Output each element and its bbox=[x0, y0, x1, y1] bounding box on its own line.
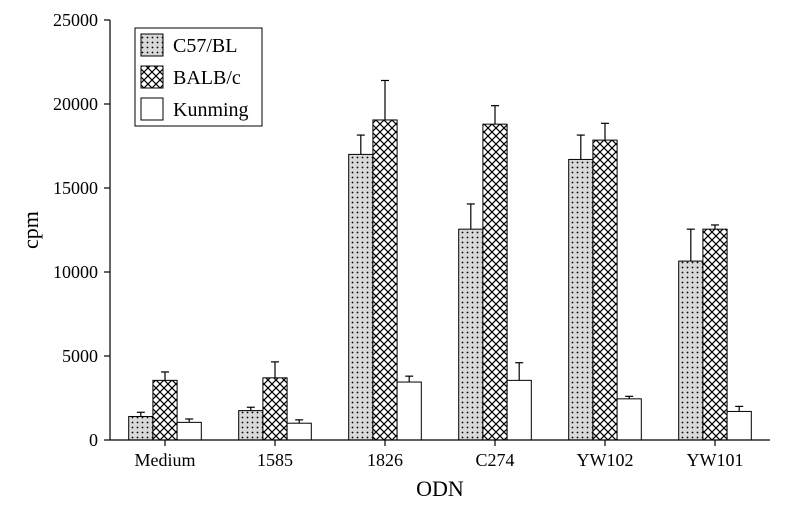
bar bbox=[129, 416, 153, 440]
legend-label: Kunming bbox=[173, 99, 249, 121]
y-tick-label: 20000 bbox=[53, 94, 98, 114]
bar bbox=[483, 124, 507, 440]
chart-container: 0 5000 10000 15000 20000 25000 Medium 1585 1826 C… bbox=[0, 0, 800, 509]
bar bbox=[507, 380, 531, 440]
x-tick-label: YW101 bbox=[687, 450, 744, 470]
y-axis-label: cpm bbox=[18, 211, 43, 249]
bar bbox=[703, 229, 727, 440]
bar bbox=[727, 411, 751, 440]
bar bbox=[459, 229, 483, 440]
legend-label: BALB/c bbox=[173, 67, 241, 89]
x-tick-label: 1585 bbox=[257, 450, 293, 470]
bar bbox=[679, 261, 703, 440]
bar bbox=[569, 159, 593, 440]
legend-swatch bbox=[141, 98, 163, 120]
x-tick-label: 1826 bbox=[367, 450, 403, 470]
bar bbox=[287, 423, 311, 440]
bar bbox=[349, 154, 373, 440]
legend: C57/BL BALB/c Kunming bbox=[135, 28, 262, 126]
y-tick-label: 0 bbox=[89, 430, 98, 450]
bar bbox=[153, 380, 177, 440]
legend-swatch bbox=[141, 34, 163, 56]
x-tick-label: C274 bbox=[475, 450, 514, 470]
bar-chart: 0 5000 10000 15000 20000 25000 Medium 1585 1826 C… bbox=[0, 0, 800, 509]
y-tick-label: 25000 bbox=[53, 10, 98, 30]
bar bbox=[263, 378, 287, 440]
x-axis-label: ODN bbox=[416, 476, 464, 501]
bar bbox=[397, 382, 421, 440]
x-tick-label: Medium bbox=[135, 450, 196, 470]
bar bbox=[617, 399, 641, 440]
legend-swatch bbox=[141, 66, 163, 88]
y-tick-label: 15000 bbox=[53, 178, 98, 198]
y-tick-label: 10000 bbox=[53, 262, 98, 282]
bar bbox=[239, 411, 263, 440]
bar bbox=[177, 422, 201, 440]
legend-label: C57/BL bbox=[173, 35, 237, 57]
bar bbox=[593, 140, 617, 440]
bar bbox=[373, 120, 397, 440]
y-tick-label: 5000 bbox=[62, 346, 98, 366]
x-tick-label: YW102 bbox=[577, 450, 634, 470]
